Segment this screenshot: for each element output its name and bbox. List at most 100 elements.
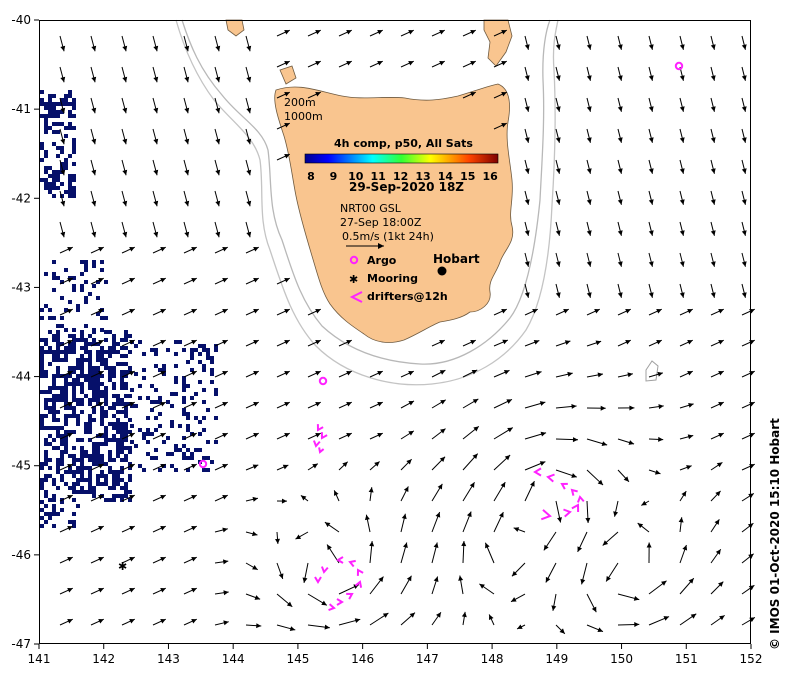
current-arrow-head — [715, 490, 721, 497]
data-gap-cell — [130, 388, 134, 392]
data-gap-cell — [100, 328, 104, 332]
current-arrow-head — [597, 479, 604, 486]
data-gap-cell — [112, 342, 116, 346]
current-arrow-head — [153, 200, 159, 207]
current-arrow-head — [122, 45, 128, 52]
current-arrow-head — [648, 292, 654, 298]
data-gap-cell — [52, 382, 56, 386]
current-arrow-head — [246, 138, 252, 145]
data-gap-cell — [104, 338, 108, 342]
data-gap-cell — [112, 346, 116, 350]
data-gap-cell — [112, 498, 116, 502]
current-arrow-head — [657, 371, 663, 377]
data-gap-cell — [44, 390, 48, 394]
isobath-200-label: 200m — [284, 96, 316, 109]
data-gap-cell — [178, 424, 182, 428]
data-gap-cell — [174, 364, 178, 368]
data-gap-cell — [194, 348, 198, 352]
data-gap-cell — [52, 508, 56, 512]
data-gap-cell — [80, 474, 84, 478]
data-gap-cell — [64, 470, 68, 474]
data-gap-cell — [158, 424, 162, 428]
data-gap-cell — [154, 448, 158, 452]
data-gap-cell — [72, 190, 76, 194]
data-gap-cell — [52, 102, 56, 106]
data-gap-cell — [182, 408, 186, 412]
current-arrow-head — [315, 308, 321, 314]
current-arrow-head — [67, 401, 73, 407]
data-gap-cell — [64, 328, 68, 332]
data-gap-cell — [210, 360, 214, 364]
current-arrow-head — [634, 621, 640, 627]
current-arrow-head — [501, 308, 507, 314]
colorbar-tick: 15 — [460, 170, 475, 183]
data-gap-cell — [96, 358, 100, 362]
data-gap-cell — [214, 416, 218, 420]
current-arrow-head — [433, 542, 439, 549]
data-gap-cell — [72, 470, 76, 474]
current-arrow-head — [679, 230, 685, 236]
data-gap-cell — [68, 350, 72, 354]
data-gap-cell — [44, 304, 48, 308]
data-gap-cell — [80, 374, 84, 378]
data-gap-cell — [174, 468, 178, 472]
data-gap-cell — [80, 478, 84, 482]
data-gap-cell — [92, 260, 96, 264]
colorbar-tick: 14 — [438, 170, 454, 183]
data-gap-cell — [186, 456, 190, 460]
data-gap-cell — [128, 474, 132, 478]
data-gap-cell — [112, 470, 116, 474]
current-arrow-head — [98, 525, 104, 531]
data-gap-cell — [124, 482, 128, 486]
data-gap-cell — [92, 490, 96, 494]
current-arrow-head — [586, 137, 592, 143]
data-gap-cell — [48, 466, 52, 470]
data-gap-cell — [56, 386, 60, 390]
current-arrow-head — [315, 29, 321, 35]
current-arrow-head — [409, 612, 415, 618]
data-gap-cell — [52, 498, 56, 502]
current-arrow-head — [533, 339, 540, 345]
data-gap-cell — [80, 382, 84, 386]
data-gap-cell — [154, 348, 158, 352]
current-arrow-head — [215, 138, 221, 145]
data-gap-cell — [52, 354, 56, 358]
current-arrow-head — [679, 106, 685, 112]
data-gap-cell — [120, 346, 124, 350]
current-arrow-head — [377, 60, 383, 66]
current-arrow-head — [315, 339, 321, 345]
data-gap-cell — [64, 378, 68, 382]
current-arrow-head — [488, 614, 494, 621]
data-gap-cell — [146, 440, 150, 444]
data-gap-cell — [44, 490, 48, 494]
colorbar-tick: 9 — [330, 170, 338, 183]
data-gap-cell — [202, 456, 206, 460]
data-gap-cell — [108, 374, 112, 378]
data-gap-cell — [124, 430, 128, 434]
data-gap-cell — [124, 490, 128, 494]
data-gap-cell — [72, 406, 76, 410]
current-arrow-head — [461, 611, 467, 618]
data-gap-cell — [116, 470, 120, 474]
data-gap-cell — [40, 478, 44, 482]
data-gap-cell — [92, 382, 96, 386]
current-arrow-head — [627, 372, 633, 378]
current-arrow-head — [718, 581, 724, 587]
data-gap-cell — [56, 426, 60, 430]
data-gap-cell — [112, 394, 116, 398]
current-arrow-head — [60, 107, 66, 114]
current-arrow-head — [67, 587, 73, 593]
current-arrow-head — [191, 277, 197, 283]
data-gap-cell — [104, 390, 108, 394]
y-tick-label: -40 — [11, 13, 31, 27]
current-arrow-head — [555, 137, 561, 143]
data-gap-cell — [88, 334, 92, 338]
current-arrow-head — [315, 91, 321, 97]
data-gap-cell — [92, 410, 96, 414]
current-arrow-head — [321, 600, 327, 606]
drifter-chevron — [571, 503, 580, 513]
data-gap-cell — [154, 428, 158, 432]
data-gap-cell — [190, 396, 194, 400]
data-gap-cell — [142, 436, 146, 440]
data-gap-cell — [194, 392, 198, 396]
